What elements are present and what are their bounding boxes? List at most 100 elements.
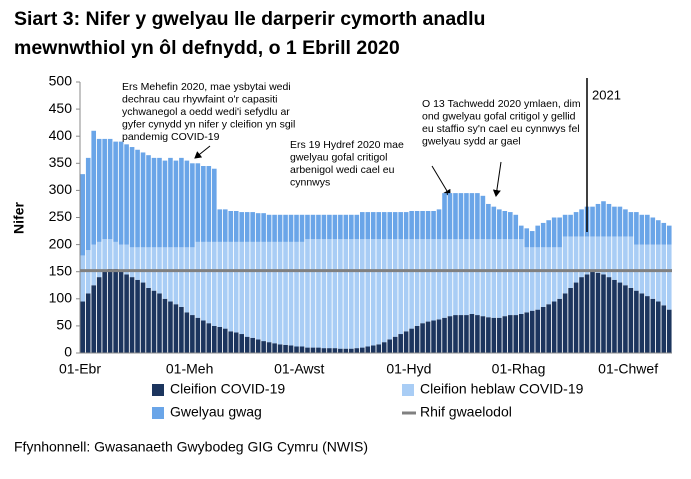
bar-segment bbox=[628, 236, 634, 288]
bar-segment bbox=[173, 304, 179, 353]
bar-segment bbox=[387, 239, 393, 340]
bar-segment bbox=[85, 293, 91, 353]
bar-segment bbox=[370, 345, 376, 353]
bar-segment bbox=[650, 217, 656, 245]
bar-segment bbox=[233, 241, 239, 333]
bar-segment bbox=[606, 236, 612, 278]
bar-segment bbox=[327, 214, 332, 240]
legend-label: Cleifion COVID-19 bbox=[170, 381, 285, 397]
bar-segment bbox=[359, 239, 365, 348]
bar-segment bbox=[529, 247, 535, 311]
bar-segment bbox=[546, 220, 551, 248]
bar-segment bbox=[535, 225, 541, 248]
bar-segment bbox=[414, 239, 420, 326]
bar-segment bbox=[211, 325, 217, 353]
bar-segment bbox=[666, 244, 672, 310]
bar-segment bbox=[299, 214, 305, 242]
bar-segment bbox=[354, 214, 360, 240]
bar-segment bbox=[354, 348, 360, 353]
bar-segment bbox=[239, 212, 245, 242]
bar-segment bbox=[551, 247, 557, 302]
bar-segment bbox=[118, 141, 124, 245]
bar-segment bbox=[338, 348, 343, 353]
bar-segment bbox=[645, 296, 650, 353]
bar-segment bbox=[146, 155, 151, 248]
bar-segment bbox=[162, 160, 168, 248]
bar-segment bbox=[206, 166, 212, 242]
legend-swatch bbox=[152, 384, 164, 396]
bar-segment bbox=[211, 241, 217, 326]
bar-segment bbox=[288, 214, 294, 242]
bar-segment bbox=[590, 206, 595, 237]
bar-segment bbox=[524, 312, 530, 353]
bar-segment bbox=[370, 212, 376, 240]
bar-segment bbox=[146, 287, 151, 353]
y-axis-label: Nifer bbox=[11, 202, 27, 234]
bar-segment bbox=[239, 334, 245, 353]
bar-segment bbox=[129, 247, 135, 278]
bar-segment bbox=[244, 241, 250, 337]
bar-segment bbox=[612, 279, 617, 353]
bar-segment bbox=[338, 239, 343, 349]
legend-label: Gwelyau gwag bbox=[170, 404, 262, 420]
bar-segment bbox=[316, 239, 321, 348]
bar-segment bbox=[518, 239, 524, 314]
bar-segment bbox=[655, 244, 661, 302]
bar-segment bbox=[222, 241, 228, 329]
bar-segment bbox=[398, 334, 403, 353]
bar-segment bbox=[283, 214, 288, 242]
bar-segment bbox=[387, 339, 393, 353]
bar-segment bbox=[529, 310, 535, 353]
bar-segment bbox=[623, 236, 628, 286]
bar-segment bbox=[179, 306, 184, 353]
bar-segment bbox=[354, 239, 360, 349]
bar-segment bbox=[557, 247, 562, 299]
annotation: Ers 19 Hydref 2020 mae bbox=[290, 139, 404, 151]
bar-segment bbox=[453, 315, 458, 353]
bar-segment bbox=[305, 214, 310, 240]
bar-segment bbox=[595, 203, 601, 237]
legend-label: Cleifion heblaw COVID-19 bbox=[420, 381, 584, 397]
bar-segment bbox=[96, 277, 102, 353]
bar-segment bbox=[540, 306, 546, 353]
bar-segment bbox=[381, 239, 387, 343]
bar-segment bbox=[316, 347, 321, 353]
bar-segment bbox=[568, 287, 573, 353]
bar-segment bbox=[573, 212, 579, 237]
bar-segment bbox=[107, 239, 113, 269]
bar-segment bbox=[442, 239, 447, 318]
bar-segment bbox=[266, 342, 272, 353]
annotation: ond gwelyau gofal critigol y gellid bbox=[422, 110, 576, 122]
bar-segment bbox=[486, 317, 491, 353]
bar-segment bbox=[655, 220, 661, 245]
bar-segment bbox=[645, 214, 650, 245]
bar-segment bbox=[557, 217, 562, 248]
bar-segment bbox=[655, 301, 661, 353]
bar-segment bbox=[168, 247, 173, 302]
bar-segment bbox=[606, 203, 612, 237]
bar-segment bbox=[524, 228, 530, 248]
bar-segment bbox=[370, 239, 376, 346]
bar-segment bbox=[584, 274, 590, 353]
bar-segment bbox=[244, 212, 250, 242]
bar-segment bbox=[409, 239, 414, 329]
y-tick-label: 200 bbox=[49, 235, 73, 251]
bar-segment bbox=[343, 348, 349, 353]
bar-segment bbox=[551, 301, 557, 353]
bar-segment bbox=[590, 236, 595, 272]
bar-segment bbox=[535, 309, 541, 353]
bar-segment bbox=[272, 343, 277, 353]
bar-segment bbox=[491, 206, 497, 240]
bar-segment bbox=[469, 239, 475, 314]
annotation: cynnwys bbox=[290, 176, 330, 188]
bar-segment bbox=[518, 313, 524, 353]
bar-segment bbox=[294, 214, 299, 242]
bar-segment bbox=[639, 293, 645, 353]
bar-segment bbox=[217, 241, 223, 327]
x-tick-label: 01-Chwef bbox=[598, 361, 658, 377]
bar-segment bbox=[398, 212, 403, 240]
bar-segment bbox=[453, 239, 458, 316]
bar-segment bbox=[305, 347, 310, 353]
bar-segment bbox=[206, 241, 212, 324]
annotation: Ers Mehefin 2020, mae ysbytai wedi bbox=[122, 81, 291, 93]
